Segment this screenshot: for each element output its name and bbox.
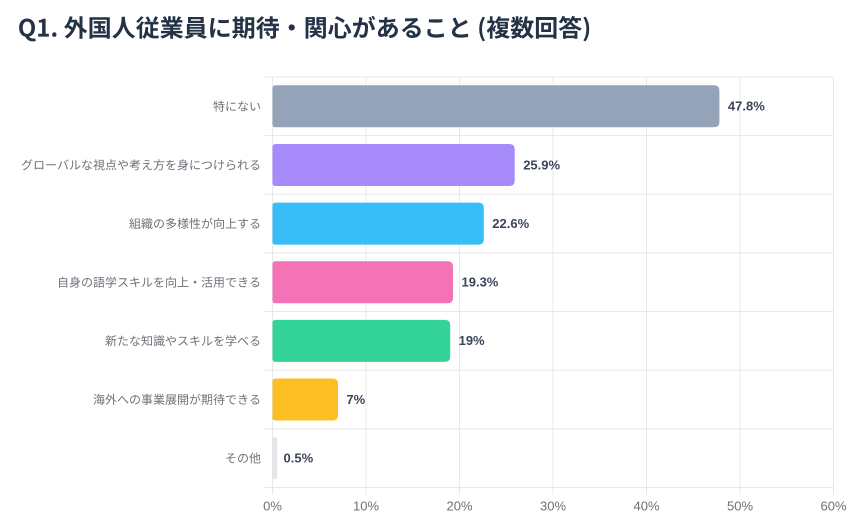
svg-text:19%: 19% <box>459 333 485 348</box>
svg-text:30%: 30% <box>540 498 566 513</box>
svg-text:19.3%: 19.3% <box>462 275 499 290</box>
svg-text:0%: 0% <box>263 498 282 513</box>
svg-text:47.8%: 47.8% <box>728 99 765 114</box>
svg-text:20%: 20% <box>446 498 472 513</box>
svg-text:22.6%: 22.6% <box>492 216 529 231</box>
svg-text:7%: 7% <box>346 392 365 407</box>
svg-text:40%: 40% <box>633 498 659 513</box>
svg-text:50%: 50% <box>727 498 753 513</box>
svg-text:25.9%: 25.9% <box>523 157 560 172</box>
svg-text:10%: 10% <box>353 498 379 513</box>
svg-text:0.5%: 0.5% <box>284 451 314 466</box>
svg-text:60%: 60% <box>820 498 846 513</box>
